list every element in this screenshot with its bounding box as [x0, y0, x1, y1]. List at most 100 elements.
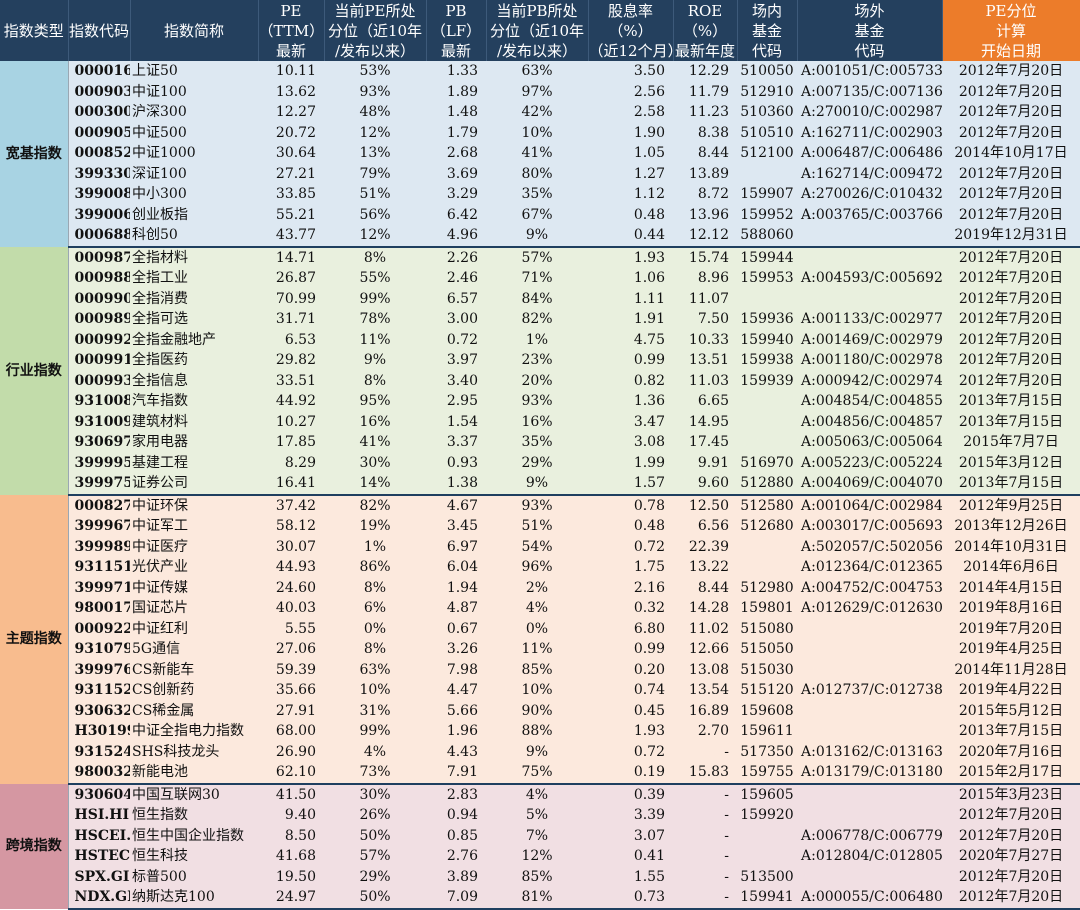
roe-value: 12.50: [673, 494, 737, 516]
header-pb: PB （LF） 最新: [426, 0, 487, 61]
offsite-fund-code: [797, 721, 942, 742]
pb-value: 3.40: [426, 370, 486, 391]
offsite-fund-code: A:007135/C:007136: [797, 81, 942, 102]
header-pb-line2: （LF）: [430, 21, 482, 40]
pb-value: 3.00: [426, 309, 486, 330]
table-row: 980032 新能电池 62.10 73% 7.91 75% 0.19 15.83 159755…: [0, 762, 1080, 785]
roe-value: 9.91: [673, 452, 737, 473]
roe-value: 16.89: [673, 700, 737, 721]
pe-value: 29.82: [258, 350, 324, 371]
table-body: 宽基指数 000016 上证50 10.11 53% 1.33 63% 3.50 12.29 51…: [0, 61, 1080, 910]
pb-value: 0.72: [426, 329, 486, 350]
index-name: CS稀金属: [130, 700, 258, 721]
index-name: CS新能车: [130, 659, 258, 680]
pe-start-date: 2020年7月16日: [942, 741, 1080, 762]
pb-percentile: 35%: [486, 184, 588, 205]
pb-value: 1.38: [426, 473, 486, 496]
pb-value: 3.26: [426, 639, 486, 660]
dividend-yield: 0.73: [588, 887, 673, 910]
header-offsite-fund: 场外 基金 代码: [797, 0, 943, 61]
table-row: 399971 中证传媒 24.60 8% 1.94 2% 2.16 8.44 512980 A:0…: [0, 577, 1080, 598]
roe-value: 13.89: [673, 163, 737, 184]
index-name: 中证军工: [130, 516, 258, 537]
table-row: 399995 基建工程 8.29 30% 0.93 29% 1.99 9.91 516970 A:…: [0, 452, 1080, 473]
pb-percentile: 67%: [486, 204, 588, 225]
index-name: SHS科技龙头: [130, 741, 258, 762]
pe-percentile: 4%: [324, 741, 426, 762]
pe-percentile: 12%: [324, 122, 426, 143]
offsite-fund-code: A:012737/C:012738: [797, 680, 942, 701]
pe-start-date: 2012年7月20日: [942, 309, 1080, 330]
onsite-fund-code: 159801: [737, 598, 797, 619]
header-start-line3: 开始日期: [980, 41, 1041, 60]
index-code: 930697: [68, 432, 130, 453]
dividend-yield: 0.39: [588, 783, 673, 805]
header-pe-start-date: PE分位 计算 开始日期: [942, 0, 1080, 61]
roe-value: -: [673, 741, 737, 762]
dividend-yield: 1.36: [588, 391, 673, 412]
table-row: 000852 中证1000 30.64 13% 2.68 41% 1.05 8.44 51210…: [0, 143, 1080, 164]
pb-value: 7.91: [426, 762, 486, 785]
table-row: 000688 科创50 43.77 12% 4.96 9% 0.44 12.12 588060 2…: [0, 225, 1080, 248]
onsite-fund-code: 515120: [737, 680, 797, 701]
dividend-yield: 3.08: [588, 432, 673, 453]
index-code: 399975: [68, 473, 130, 496]
table-row: 行业指数 000987 全指材料 14.71 8% 2.26 57% 1.93 15.74 159…: [0, 246, 1080, 495]
pe-value: 10.11: [258, 61, 324, 82]
roe-value: 11.79: [673, 81, 737, 102]
index-code: 000903: [68, 81, 130, 102]
dividend-yield: 0.99: [588, 639, 673, 660]
pb-percentile: 20%: [486, 370, 588, 391]
offsite-fund-code: [797, 659, 942, 680]
pe-start-date: 2014年4月15日: [942, 577, 1080, 598]
onsite-fund-code: 159939: [737, 370, 797, 391]
header-row: 指数类型 指数代码 指数简称 PE （TTM） 最新 当前PE所处 分位（近10…: [0, 0, 1080, 61]
dividend-yield: 2.16: [588, 577, 673, 598]
pb-value: 0.93: [426, 452, 486, 473]
dividend-yield: 3.50: [588, 61, 673, 82]
dividend-yield: 1.06: [588, 268, 673, 289]
header-roe-line1: ROE: [687, 1, 723, 20]
onsite-fund-code: 159953: [737, 268, 797, 289]
pb-percentile: 82%: [486, 309, 588, 330]
roe-value: 12.12: [673, 225, 737, 248]
dividend-yield: 3.47: [588, 411, 673, 432]
pb-percentile: 12%: [486, 846, 588, 867]
index-name: 家用电器: [130, 432, 258, 453]
roe-value: 14.95: [673, 411, 737, 432]
pe-percentile: 50%: [324, 887, 426, 910]
index-name: 中证环保: [130, 494, 258, 516]
offsite-fund-code: [797, 225, 942, 248]
header-name: 指数简称: [130, 0, 259, 61]
table-row: 399975 证券公司 16.41 14% 1.38 9% 1.57 9.60 512880 A:…: [0, 473, 1080, 496]
index-code: 980017: [68, 598, 130, 619]
offsite-fund-code: A:001064/C:002984: [797, 494, 942, 516]
header-pe-line3: 最新: [275, 41, 306, 60]
dividend-yield: 3.39: [588, 805, 673, 826]
offsite-fund-code: A:003765/C:003766: [797, 204, 942, 225]
roe-value: -: [673, 783, 737, 805]
onsite-fund-code: 159907: [737, 184, 797, 205]
index-name: 全指金融地产: [130, 329, 258, 350]
roe-value: 7.50: [673, 309, 737, 330]
pb-percentile: 9%: [486, 225, 588, 248]
index-name: 全指消费: [130, 288, 258, 309]
pe-start-date: 2012年7月20日: [942, 288, 1080, 309]
pe-percentile: 10%: [324, 680, 426, 701]
roe-value: 8.96: [673, 268, 737, 289]
offsite-fund-code: A:162714/C:009472: [797, 163, 942, 184]
pe-start-date: 2012年7月20日: [942, 184, 1080, 205]
pe-percentile: 41%: [324, 432, 426, 453]
pe-start-date: 2013年7月15日: [942, 391, 1080, 412]
roe-value: 11.03: [673, 370, 737, 391]
index-code: 000922: [68, 618, 130, 639]
pb-value: 0.67: [426, 618, 486, 639]
offsite-fund-code: [797, 288, 942, 309]
dividend-yield: 1.11: [588, 288, 673, 309]
pb-percentile: 9%: [486, 473, 588, 496]
pe-percentile: 14%: [324, 473, 426, 496]
pe-value: 17.85: [258, 432, 324, 453]
index-name: 新能电池: [130, 762, 258, 785]
index-name: CS创新药: [130, 680, 258, 701]
pb-percentile: 93%: [486, 494, 588, 516]
